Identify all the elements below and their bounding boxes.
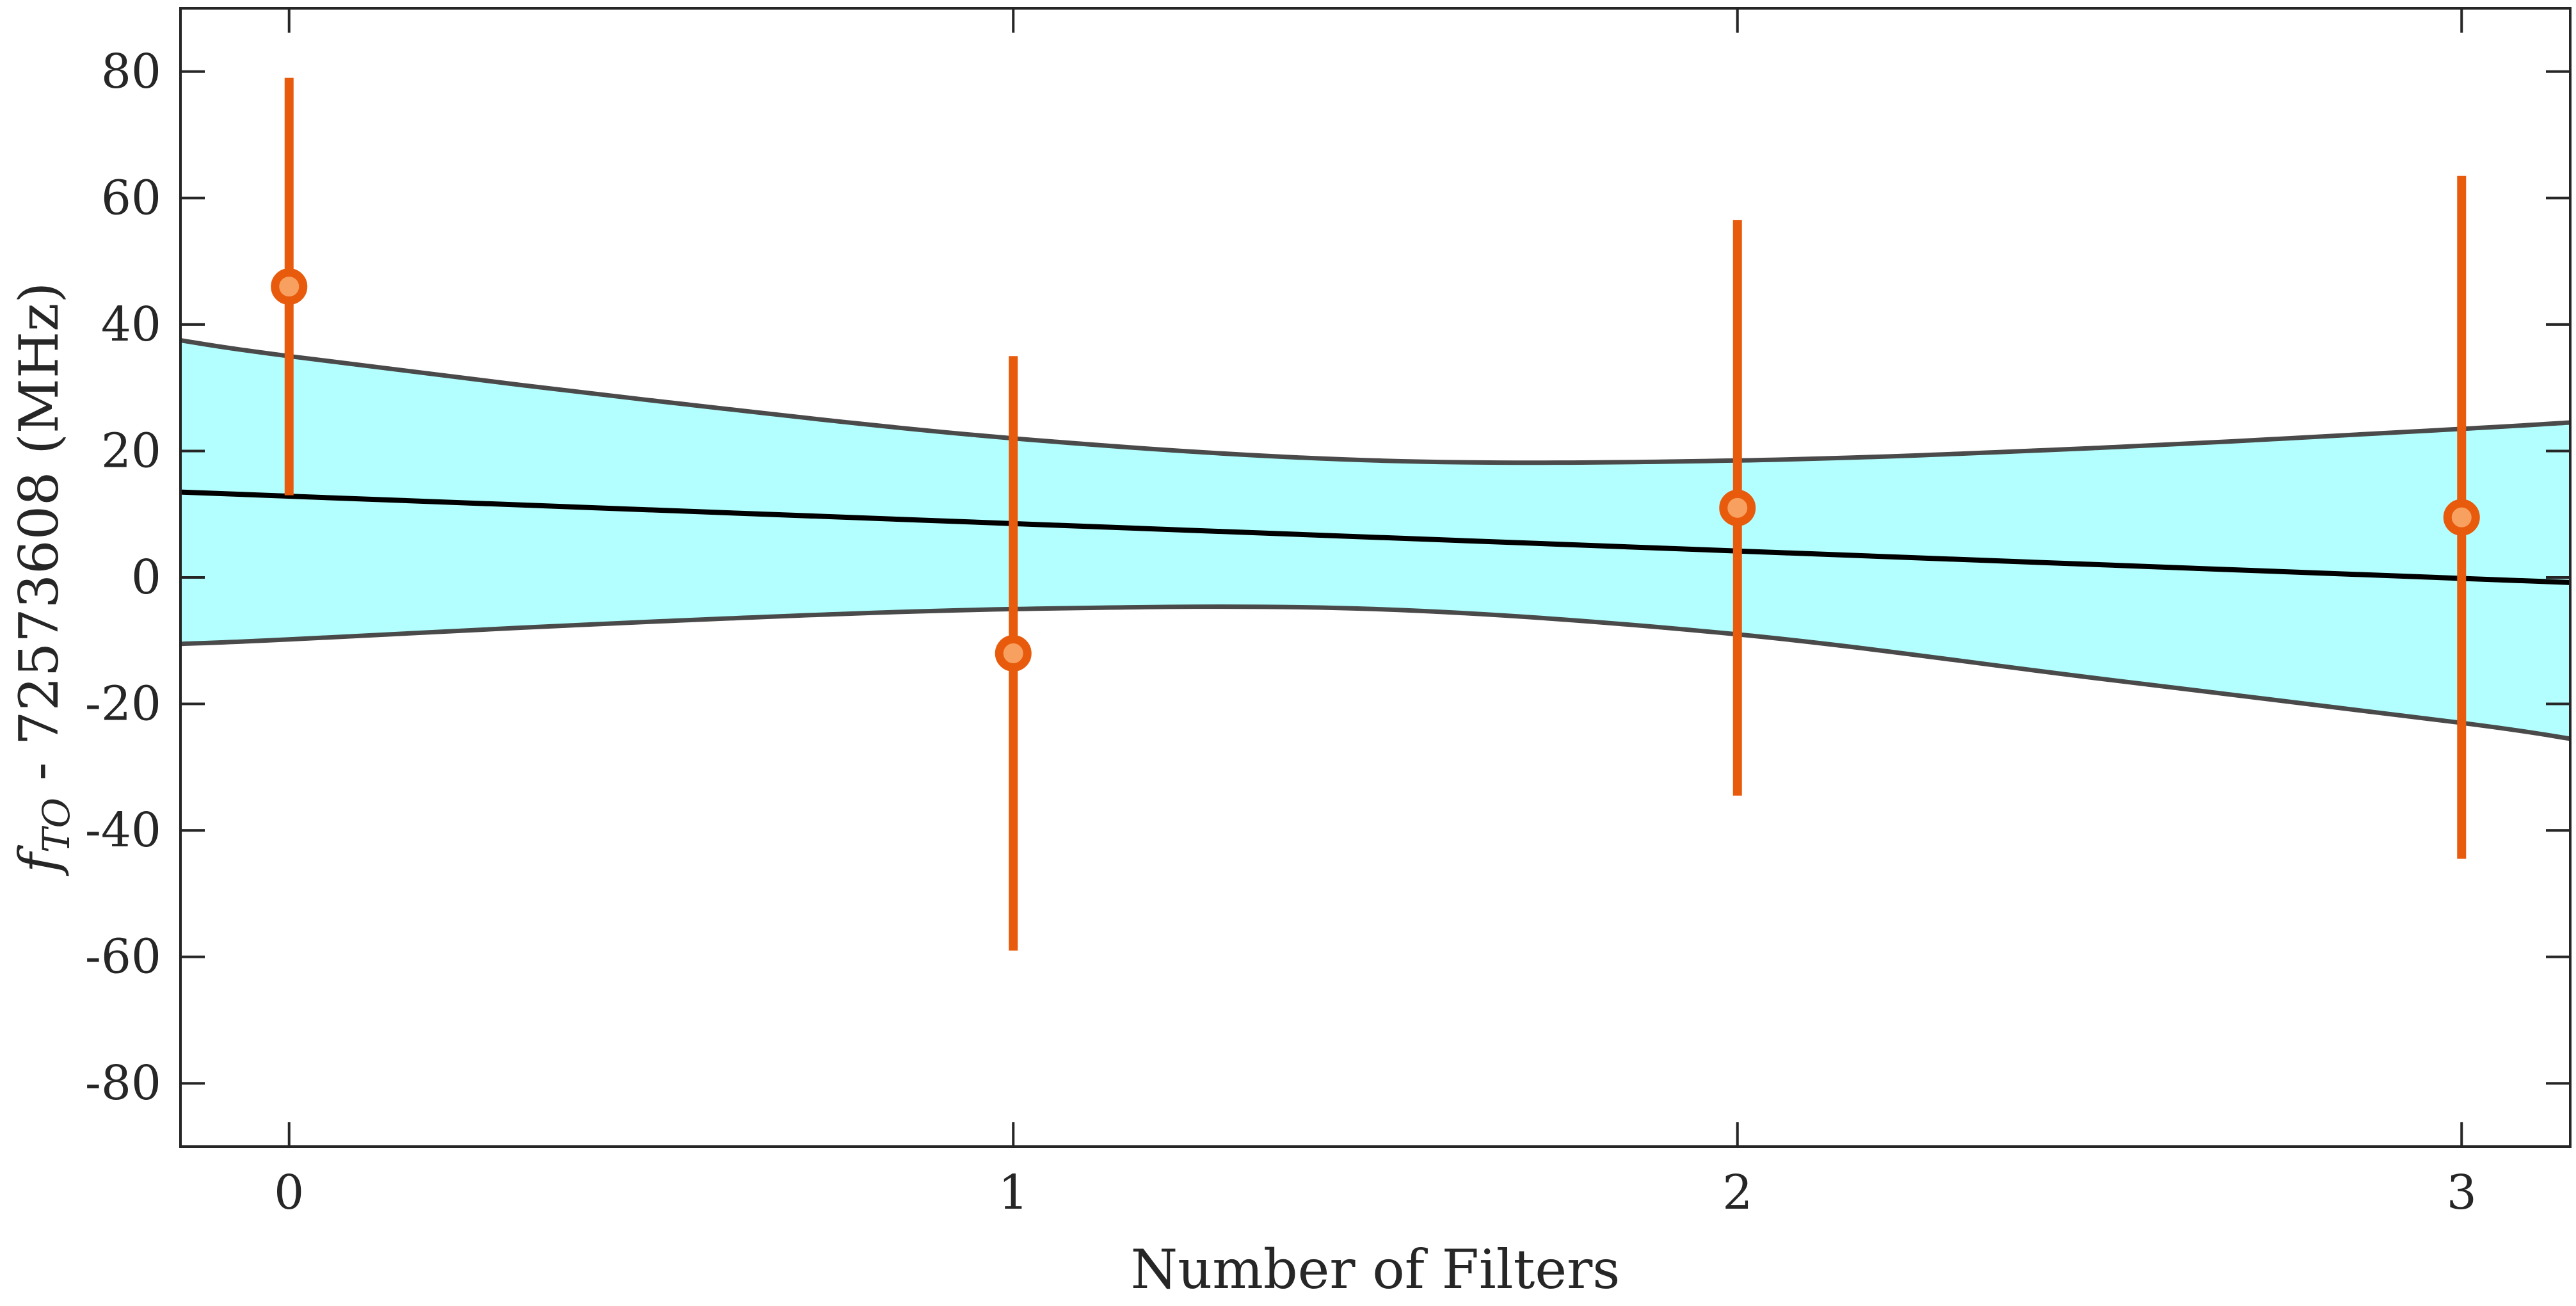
y-tick-label: -80 — [85, 1056, 161, 1111]
confidence-band-lower — [180, 604, 2571, 741]
y-tick-label: 0 — [131, 550, 161, 605]
data-point — [2443, 499, 2480, 536]
x-tick-label: 0 — [274, 1165, 304, 1220]
y-axis-label-rest: - 72573608 (MHz) — [8, 282, 70, 798]
y-tick-label: -60 — [85, 930, 161, 985]
plot-area — [180, 77, 2571, 951]
x-tick-label: 1 — [998, 1165, 1028, 1220]
y-axis-label: fTO - 72573608 (MHz) — [8, 282, 78, 876]
data-point — [995, 635, 1032, 672]
data-point — [271, 268, 308, 305]
x-axis-label: Number of Filters — [1131, 1238, 1620, 1301]
confidence-band-upper — [180, 338, 2571, 465]
y-tick-label: 40 — [101, 297, 161, 352]
x-tick-label: 2 — [1722, 1165, 1752, 1220]
fit-line — [180, 489, 2571, 585]
y-tick-label: 80 — [101, 44, 161, 99]
data-point — [1719, 489, 1756, 526]
y-tick-label: 60 — [101, 170, 161, 225]
y-tick-label: -20 — [85, 677, 161, 732]
x-tick-label: 3 — [2447, 1165, 2477, 1220]
axes: -80 -60 -40 -20 0 20 40 60 80 0 1 2 3 — [85, 7, 2572, 1220]
y-tick-label: 20 — [101, 423, 161, 478]
y-tick-label: -40 — [85, 803, 161, 858]
y-axis-label-subscript: TO — [35, 798, 78, 853]
